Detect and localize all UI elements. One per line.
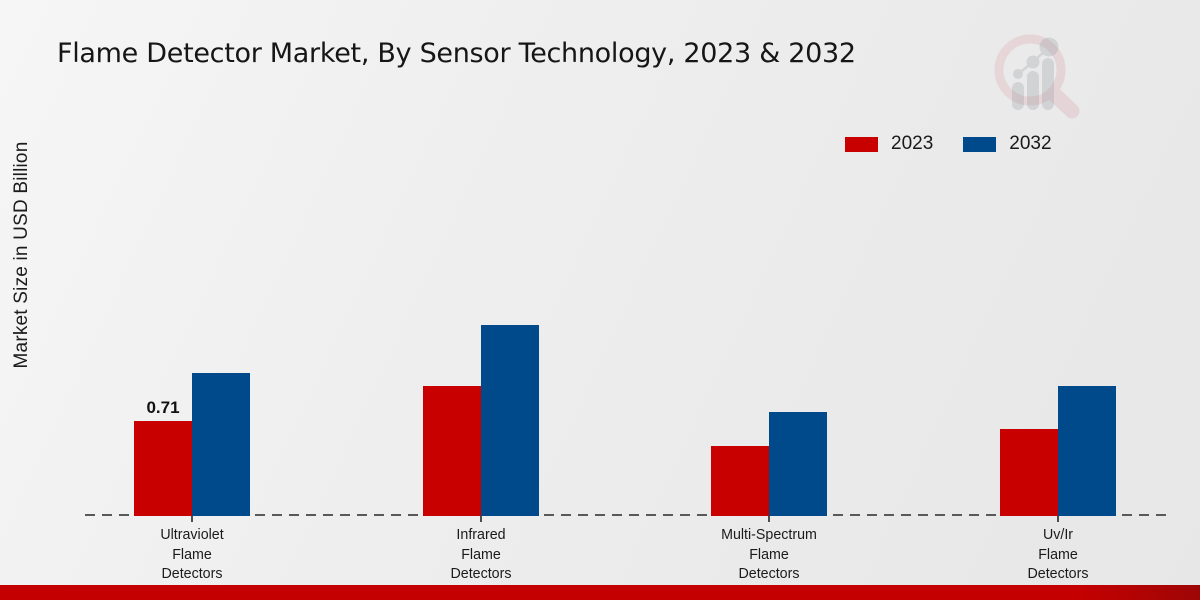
x-axis-tick-3 [768,516,771,522]
legend-swatch-2023 [845,136,878,152]
legend-label-2023: 2023 [891,133,934,154]
chart-title: Flame Detector Market, By Sensor Technol… [57,38,856,69]
x-axis-tick-1 [191,516,193,522]
legend-item-2023: 2023 [845,133,933,155]
bar-value-label-2023-group1: 0.71 [146,398,180,417]
legend-label-2032: 2032 [1009,133,1052,154]
magnifier-ring-icon [994,34,1066,106]
category-label-4: Uv/Ir Flame Detectors [1027,526,1089,582]
category-label-1: Ultraviolet Flame Detectors [160,526,224,582]
x-axis-tick-4 [1057,516,1060,522]
footer-accent-bar [0,585,1200,600]
legend-swatch-2032 [963,136,997,152]
magnifier-handle-icon [1046,86,1080,119]
bar-2032-group3 [769,412,827,516]
x-axis-baseline [85,514,1167,516]
category-label-2: Infrared Flame Detectors [450,526,512,582]
category-label-3: Multi-Spectrum Flame Detectors [721,526,818,582]
bar-2023-group2 [423,386,481,516]
legend-item-2032: 2032 [963,133,1052,155]
bar-2032-group4 [1058,386,1116,516]
legend: 2023 2032 [845,133,1052,155]
brand-watermark-logo [994,34,1080,119]
bar-2023-group1 [134,421,192,516]
growth-bars-icon [1012,37,1059,110]
bar-2032-group1 [192,373,250,516]
bar-2023-group3 [711,446,769,516]
bar-2032-group2 [481,325,539,516]
bar-2023-group4 [1000,429,1058,516]
x-axis-tick-2 [479,516,482,522]
